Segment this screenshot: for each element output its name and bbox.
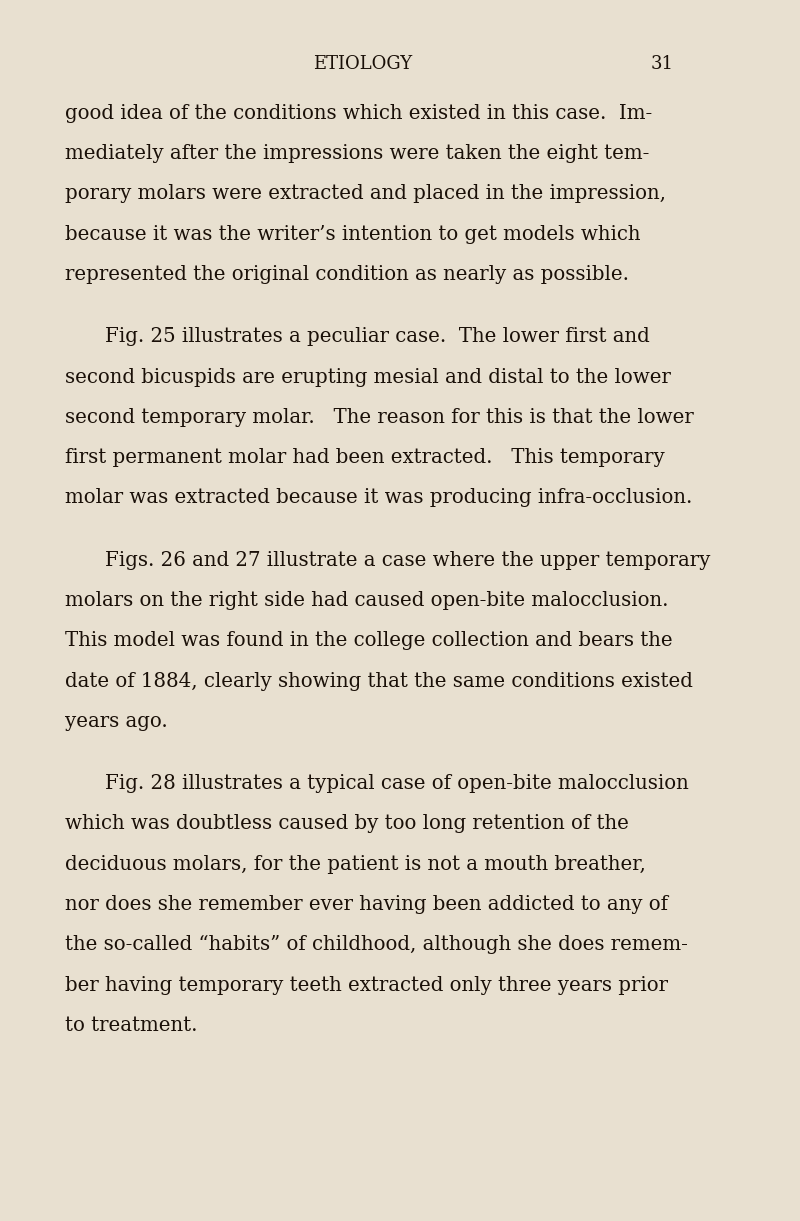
Text: to treatment.: to treatment. bbox=[66, 1016, 198, 1035]
Text: molar was extracted because it was producing infra-occlusion.: molar was extracted because it was produ… bbox=[66, 488, 693, 508]
Text: Figs. 26 and 27 illustrate a case where the upper temporary: Figs. 26 and 27 illustrate a case where … bbox=[105, 551, 710, 570]
Text: represented the original condition as nearly as possible.: represented the original condition as ne… bbox=[66, 265, 630, 284]
Text: because it was the writer’s intention to get models which: because it was the writer’s intention to… bbox=[66, 225, 641, 244]
Text: ETIOLOGY: ETIOLOGY bbox=[313, 55, 412, 73]
Text: ber having temporary teeth extracted only three years prior: ber having temporary teeth extracted onl… bbox=[66, 976, 668, 995]
Text: Fig. 28 illustrates a typical case of open-bite malocclusion: Fig. 28 illustrates a typical case of op… bbox=[105, 774, 689, 794]
Text: which was doubtless caused by too long retention of the: which was doubtless caused by too long r… bbox=[66, 814, 629, 834]
Text: second temporary molar.   The reason for this is that the lower: second temporary molar. The reason for t… bbox=[66, 408, 694, 427]
Text: 31: 31 bbox=[651, 55, 674, 73]
Text: Fig. 25 illustrates a peculiar case.  The lower first and: Fig. 25 illustrates a peculiar case. The… bbox=[105, 327, 650, 347]
Text: molars on the right side had caused open-bite malocclusion.: molars on the right side had caused open… bbox=[66, 591, 669, 610]
Text: date of 1884, clearly showing that the same conditions existed: date of 1884, clearly showing that the s… bbox=[66, 672, 693, 691]
Text: deciduous molars, for the patient is not a mouth breather,: deciduous molars, for the patient is not… bbox=[66, 855, 646, 874]
Text: nor does she remember ever having been addicted to any of: nor does she remember ever having been a… bbox=[66, 895, 668, 915]
Text: mediately after the impressions were taken the eight tem-: mediately after the impressions were tak… bbox=[66, 144, 650, 164]
Text: second bicuspids are erupting mesial and distal to the lower: second bicuspids are erupting mesial and… bbox=[66, 368, 671, 387]
Text: porary molars were extracted and placed in the impression,: porary molars were extracted and placed … bbox=[66, 184, 666, 204]
Text: good idea of the conditions which existed in this case.  Im-: good idea of the conditions which existe… bbox=[66, 104, 653, 123]
Text: This model was found in the college collection and bears the: This model was found in the college coll… bbox=[66, 631, 673, 651]
Text: the so-called “habits” of childhood, although she does remem-: the so-called “habits” of childhood, alt… bbox=[66, 935, 688, 955]
Text: first permanent molar had been extracted.   This temporary: first permanent molar had been extracted… bbox=[66, 448, 665, 468]
Text: years ago.: years ago. bbox=[66, 712, 168, 731]
